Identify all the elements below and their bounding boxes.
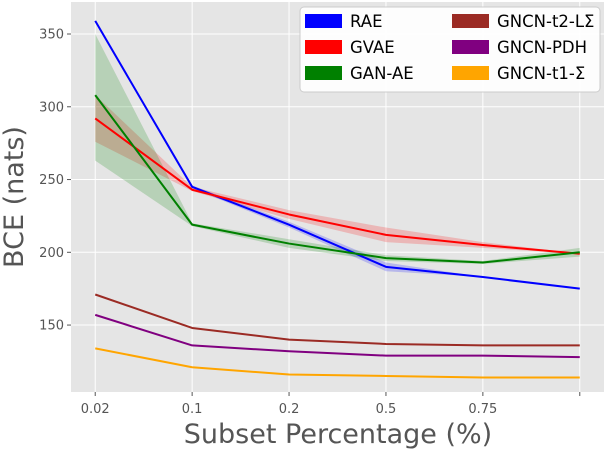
x-tick-label: 0.02 bbox=[81, 402, 110, 417]
y-axis-ticks: 150 200 250 300 350 bbox=[39, 28, 71, 334]
legend-swatch-gan-ae bbox=[305, 66, 342, 80]
legend-swatch-gvae bbox=[305, 40, 342, 54]
x-axis-ticks: 0.02 0.1 0.2 0.5 0.75 bbox=[81, 392, 581, 417]
line-rae bbox=[94, 20, 580, 290]
legend-label-gncn-t2-l: GNCN-t2-LΣ bbox=[497, 12, 595, 31]
legend-swatch-gncn-t1 bbox=[452, 66, 489, 80]
legend-label-gan-ae: GAN-AE bbox=[350, 64, 414, 83]
y-axis-title: BCE (nats) bbox=[0, 126, 30, 268]
x-tick-label: 0.75 bbox=[468, 402, 497, 417]
line-gncn-pdh bbox=[94, 313, 580, 359]
x-tick-label: 0.2 bbox=[279, 402, 300, 417]
uncertainty-bands bbox=[95, 20, 580, 289]
y-tick-label: 250 bbox=[39, 173, 64, 188]
legend-box bbox=[299, 6, 601, 93]
legend-swatch-rae bbox=[305, 14, 342, 28]
legend-label-rae: RAE bbox=[350, 12, 383, 31]
legend-label-gvae: GVAE bbox=[350, 38, 395, 57]
legend-label-gncn-pdh: GNCN-PDH bbox=[497, 38, 587, 57]
x-tick-label: 0.5 bbox=[376, 402, 397, 417]
line-gncn-t1 bbox=[95, 347, 580, 379]
line-gvae bbox=[94, 117, 580, 255]
y-tick-label: 200 bbox=[39, 246, 64, 261]
legend-swatch-gncn-t2-l bbox=[452, 14, 489, 28]
y-tick-label: 300 bbox=[39, 100, 64, 115]
series-lines bbox=[94, 20, 580, 379]
x-axis-title: Subset Percentage (%) bbox=[184, 419, 492, 450]
y-tick-label: 350 bbox=[39, 28, 64, 43]
y-tick-label: 150 bbox=[39, 319, 64, 334]
legend: RAE GVAE GAN-AE GNCN-t2-LΣ GNCN-PDH GNCN-t1-Σ bbox=[299, 6, 601, 93]
legend-label-gncn-t1: GNCN-t1-Σ bbox=[497, 64, 585, 83]
band-gvae bbox=[95, 95, 580, 254]
line-gan-ae bbox=[94, 94, 580, 264]
legend-swatch-gncn-pdh bbox=[452, 40, 489, 54]
x-tick-label: 0.1 bbox=[182, 402, 203, 417]
line-gncn-t2-l bbox=[94, 293, 580, 347]
